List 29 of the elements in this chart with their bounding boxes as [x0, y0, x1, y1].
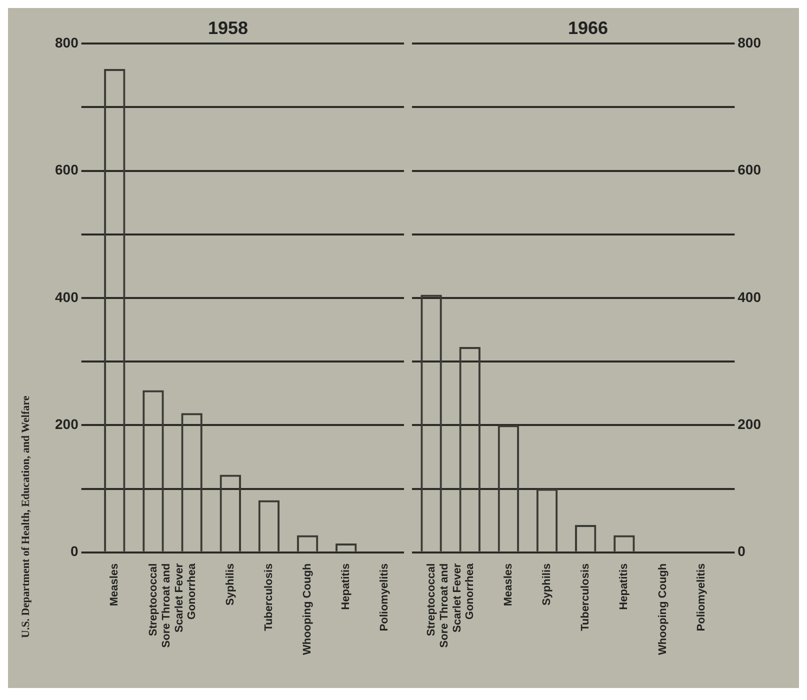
text: U.S. Department of Health, Education, and Welfare [20, 396, 32, 638]
x-tick-label: Measles [108, 563, 121, 606]
x-tick-label: Measles [502, 563, 514, 606]
y-tick-label: 200 [738, 416, 762, 432]
y-tick-label: 0 [70, 543, 79, 560]
x-tick-label: Hepatitis [340, 563, 352, 610]
x-tick-label: Tuberculosis [263, 563, 275, 632]
x-tick-label: Tuberculosis [580, 563, 592, 632]
y-tick-label: 600 [55, 162, 79, 178]
y-tick-label: 200 [55, 416, 79, 432]
y-tick-label: 600 [738, 162, 762, 178]
x-tick-label: Streptococcal Sore Throat and Scarlet Fever [147, 562, 186, 648]
chart-title: 1958 [208, 18, 248, 38]
chart-title: 1966 [568, 18, 608, 38]
x-tick-label: Whooping Cough [656, 563, 669, 656]
x-tick-label: Syphilis [541, 563, 554, 606]
x-tick-label: Gonorrhea [186, 562, 198, 620]
y-tick-label: 400 [55, 288, 79, 305]
y-tick-label: 800 [55, 34, 79, 50]
x-tick-label: Syphilis [224, 563, 236, 606]
x-tick-label: Streptococcal Sore Throat and Scarlet Fever [425, 562, 464, 648]
x-tick-label: Poliomyelitis [378, 563, 391, 632]
x-tick-label: Whooping Cough [302, 563, 314, 656]
y-tick-label: 800 [738, 34, 762, 50]
x-tick-label: Hepatitis [618, 563, 630, 610]
y-tick-label: 0 [738, 543, 746, 560]
x-tick-label: Gonorrhea [464, 562, 476, 620]
x-tick-label: Poliomyelitis [695, 563, 708, 632]
y-tick-label: 400 [738, 288, 762, 305]
